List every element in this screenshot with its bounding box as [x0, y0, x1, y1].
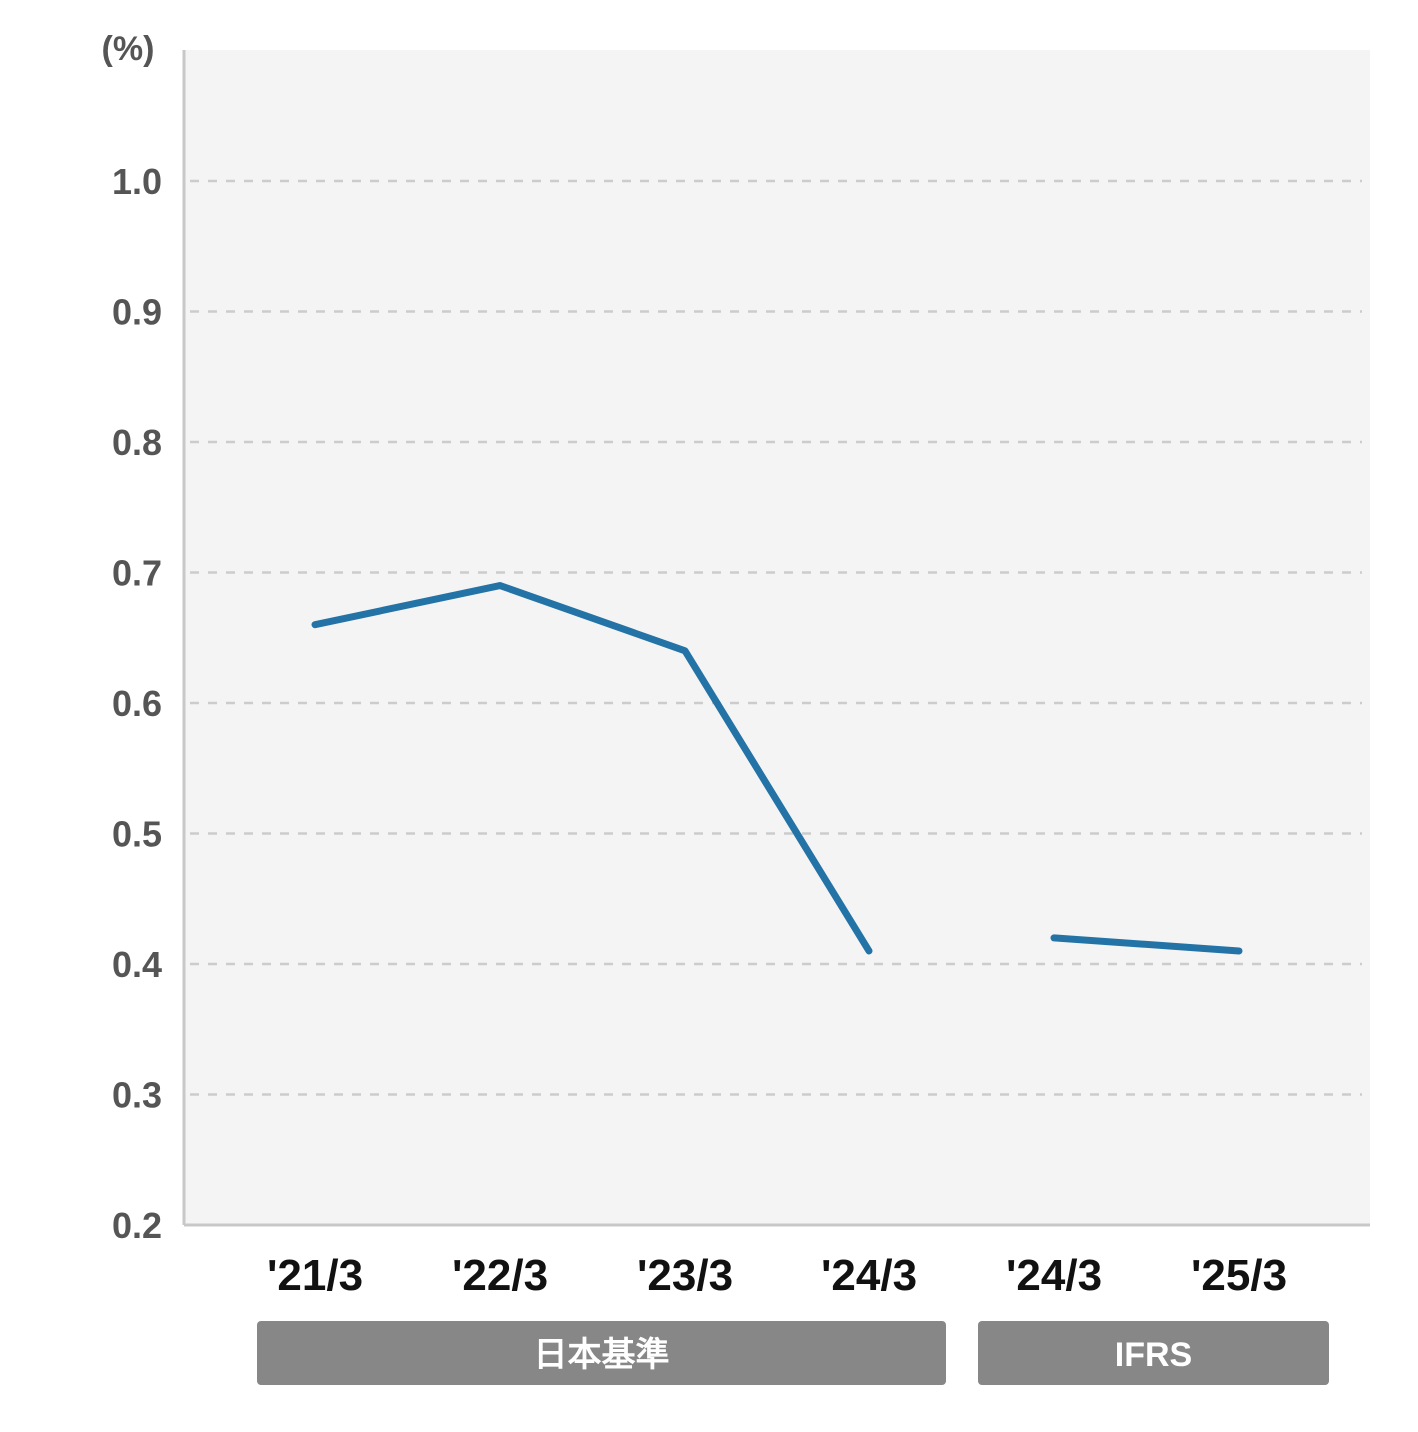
group-band: [978, 1321, 1329, 1385]
series-line-jgaap: [311, 582, 873, 955]
x-tick-label: '21/3: [267, 1251, 363, 1300]
x-tick-label: '23/3: [637, 1251, 733, 1300]
x-tick-label: '22/3: [452, 1251, 548, 1300]
series-lines: [311, 582, 1243, 955]
y-tick-label: 0.2: [112, 1205, 162, 1246]
y-tick-label: 0.7: [112, 553, 162, 594]
y-tick-label: 0.6: [112, 683, 162, 724]
y-tick-labels: 0.2 0.3 0.4 0.5 0.6 0.7 0.8 0.9 1.0: [112, 161, 162, 1246]
y-tick-label: 1.0: [112, 161, 162, 202]
x-tick-label: '24/3: [1006, 1251, 1102, 1300]
y-tick-label: 0.4: [112, 944, 162, 985]
group-band: [257, 1321, 946, 1385]
axes: [182, 50, 1370, 1227]
accounting-standard-groups: 日本基準 IFRS: [257, 1321, 1329, 1385]
x-tick-label: '24/3: [821, 1251, 917, 1300]
y-tick-label: 0.5: [112, 814, 162, 855]
series-line-ifrs: [1050, 934, 1243, 955]
y-tick-label: 0.9: [112, 292, 162, 333]
group-label: 日本基準: [534, 1336, 670, 1374]
y-tick-label: 0.3: [112, 1075, 162, 1116]
x-tick-label: '25/3: [1191, 1251, 1287, 1300]
plot-area: [184, 50, 1370, 1225]
y-axis-unit-label: (%): [102, 30, 155, 68]
group-label: IFRS: [1115, 1336, 1192, 1374]
y-tick-label: 0.8: [112, 422, 162, 463]
x-tick-labels: '21/3 '22/3 '23/3 '24/3 '24/3 '25/3: [267, 1251, 1287, 1300]
grid-lines: [190, 179, 1362, 1096]
